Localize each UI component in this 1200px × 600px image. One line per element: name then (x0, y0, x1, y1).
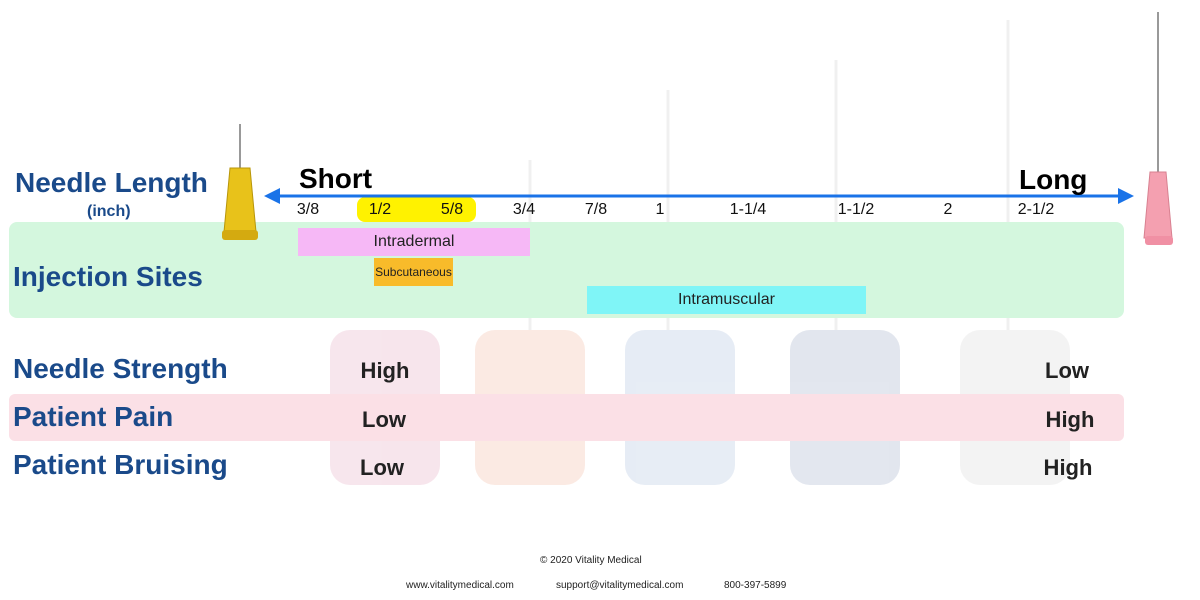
length-tick: 7/8 (584, 201, 608, 218)
arrow-head-left (264, 188, 280, 204)
length-tick: 5/8 (440, 201, 464, 218)
site-bar: Intradermal (298, 228, 530, 256)
short-needle-hub (223, 167, 257, 233)
length-tick: 3/8 (296, 201, 320, 218)
row-title: Patient Bruising (13, 449, 228, 480)
length-tick: 1/2 (368, 201, 392, 218)
site-bar: Intramuscular (587, 286, 866, 314)
row-title: Needle Length (15, 167, 208, 198)
arrow-head-right (1118, 188, 1134, 204)
level: High (1043, 455, 1093, 480)
highlight (357, 197, 476, 222)
row-title: Patient Pain (13, 401, 174, 432)
length-tick: 2 (943, 201, 953, 218)
length-tick: 1 (655, 201, 665, 218)
row-title: Needle Strength (13, 353, 228, 384)
long-label: Long (1019, 164, 1088, 195)
copyright: © 2020 Vitality Medical (540, 555, 642, 566)
length-tick: 1-1/4 (729, 201, 767, 218)
long-needle-hub (1143, 171, 1173, 239)
level: High (1045, 407, 1095, 432)
length-tick: 2-1/2 (1017, 201, 1055, 218)
length-tick: 3/4 (512, 201, 536, 218)
site-bar: Subcutaneous (374, 258, 453, 286)
short-label: Short (299, 163, 373, 194)
level: Low (1045, 358, 1089, 383)
level: High (360, 358, 410, 383)
email: support@vitalitymedical.com (556, 580, 684, 591)
length-tick: 1-1/2 (837, 201, 875, 218)
short-needle-base (222, 230, 258, 240)
row-title: Injection Sites (13, 261, 203, 292)
website: www.vitalitymedical.com (406, 580, 514, 591)
phone: 800-397-5899 (724, 580, 787, 591)
level: Low (362, 407, 406, 432)
level: Low (360, 455, 404, 480)
pain-band (9, 394, 1124, 441)
long-needle-base (1145, 236, 1173, 245)
unit: (inch) (87, 203, 131, 220)
